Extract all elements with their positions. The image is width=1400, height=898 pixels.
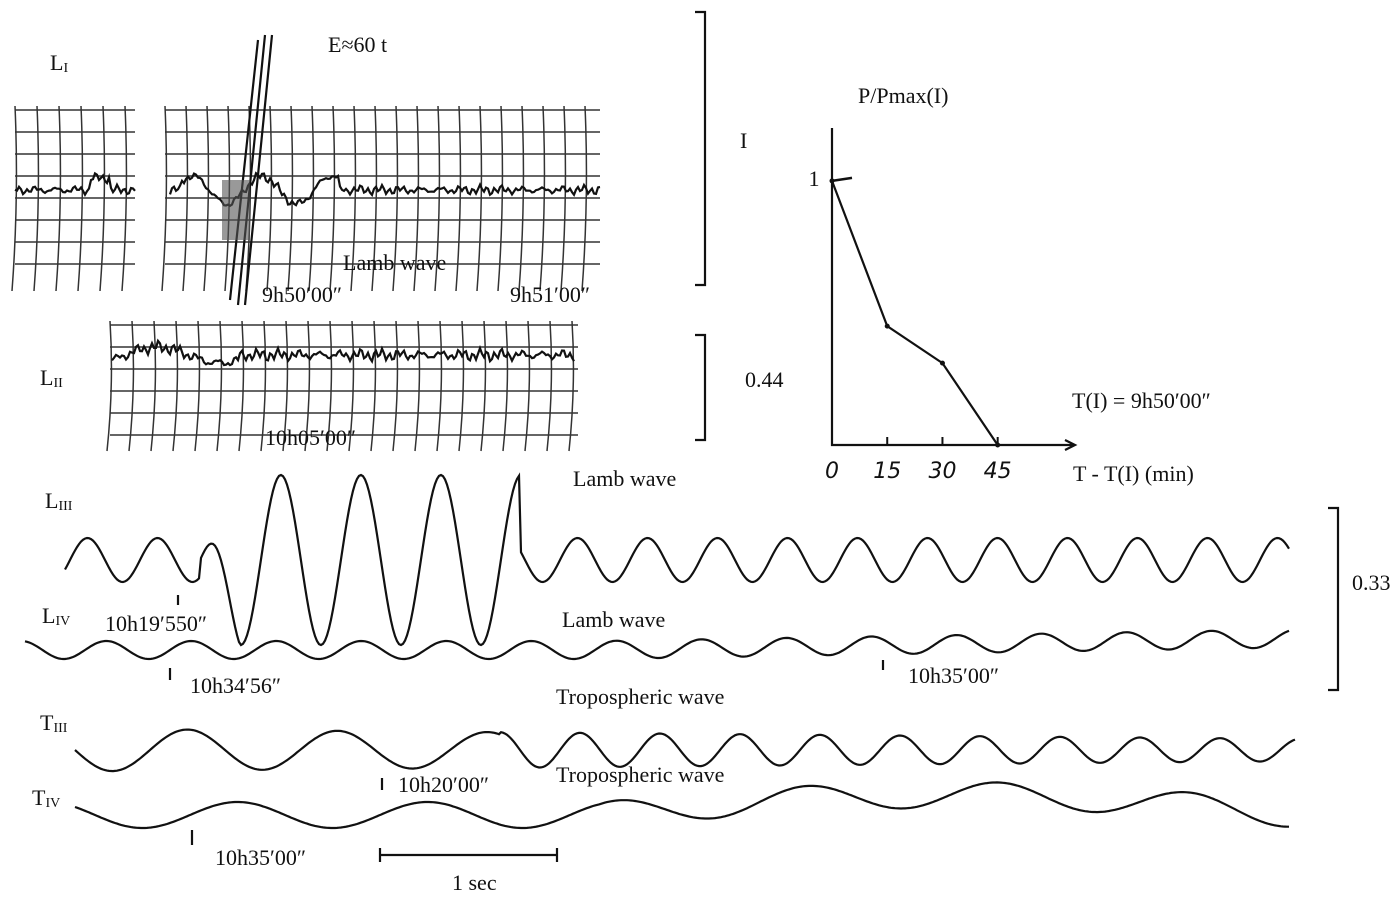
chart-annotation: T(I) = 9h50′00″ <box>1072 388 1211 413</box>
trace <box>112 341 574 365</box>
wave-label: Lamb wave <box>562 607 665 632</box>
time-label: 10h05′00″ <box>265 425 356 450</box>
record-grid <box>12 106 135 291</box>
scale-bar <box>1328 508 1338 690</box>
x-tick-label: 15 <box>873 459 901 484</box>
scale-label: I <box>740 128 747 153</box>
figure: LI LII LIII LIV TIII TIV E≈60 t I 0.44 0… <box>0 0 1400 898</box>
x-tick-label: 30 <box>928 459 956 484</box>
subscript: II <box>53 376 63 391</box>
trace-label: LIV <box>42 603 70 629</box>
line <box>832 181 998 445</box>
trace-label: LIII <box>45 488 73 514</box>
wave-label: Lamb wave <box>573 466 676 491</box>
subscript: I <box>63 61 68 76</box>
subscript: III <box>53 721 67 736</box>
point <box>885 324 890 329</box>
subscript: III <box>58 499 72 514</box>
letter: L <box>40 365 53 390</box>
scale-bar <box>695 335 705 440</box>
time-label: 9h51′00″ <box>510 282 590 307</box>
letter: L <box>42 603 55 628</box>
inset-chart: 0 15 30 45 1 <box>809 128 1076 484</box>
subscript: IV <box>55 614 70 629</box>
wave-label: Tropospheric wave <box>556 684 724 709</box>
trace-label: TIII <box>40 710 68 736</box>
time-label: 10h35′00″ <box>215 845 306 870</box>
time-ticks <box>170 595 883 845</box>
decoration <box>12 12 1338 862</box>
time-label: 10h19′550″ <box>105 611 207 636</box>
letter: T <box>32 785 46 810</box>
axes <box>832 128 1075 450</box>
point <box>940 361 945 366</box>
y-axis-label: P/Pmax(I) <box>858 83 948 108</box>
y-tick <box>832 178 852 181</box>
letter: L <box>45 488 58 513</box>
x-axis-label: T - T(I) (min) <box>1073 461 1194 486</box>
x-tick-label: 0 <box>825 459 839 484</box>
point <box>830 178 835 183</box>
trace <box>65 475 1289 645</box>
burst-block <box>222 180 250 240</box>
trace-label: LI <box>50 50 68 76</box>
scale-label: 0.33 <box>1352 570 1391 595</box>
x-tick-label: 45 <box>984 459 1012 484</box>
wave-label: Tropospheric wave <box>556 762 724 787</box>
time-label: 10h34′56″ <box>190 673 281 698</box>
y-tick-label: 1 <box>809 166 820 191</box>
time-label: 9h50′00″ <box>262 282 342 307</box>
time-scale-bar <box>380 848 557 862</box>
energy: E≈60 t <box>328 32 387 57</box>
time-scale: 1 sec <box>452 870 497 895</box>
trace <box>75 782 1289 828</box>
scale-label: 0.44 <box>745 367 784 392</box>
point <box>995 443 1000 448</box>
trace <box>25 631 1289 659</box>
letter: L <box>50 50 63 75</box>
wave-label: Lamb wave <box>343 250 446 275</box>
letter: T <box>40 710 54 735</box>
trace-label: LII <box>40 365 63 391</box>
time-label: 10h20′00″ <box>398 772 489 797</box>
time-label: 10h35′00″ <box>908 663 999 688</box>
subscript: IV <box>45 796 60 811</box>
scale-bar <box>695 12 705 285</box>
trace-label: TIV <box>32 785 60 811</box>
